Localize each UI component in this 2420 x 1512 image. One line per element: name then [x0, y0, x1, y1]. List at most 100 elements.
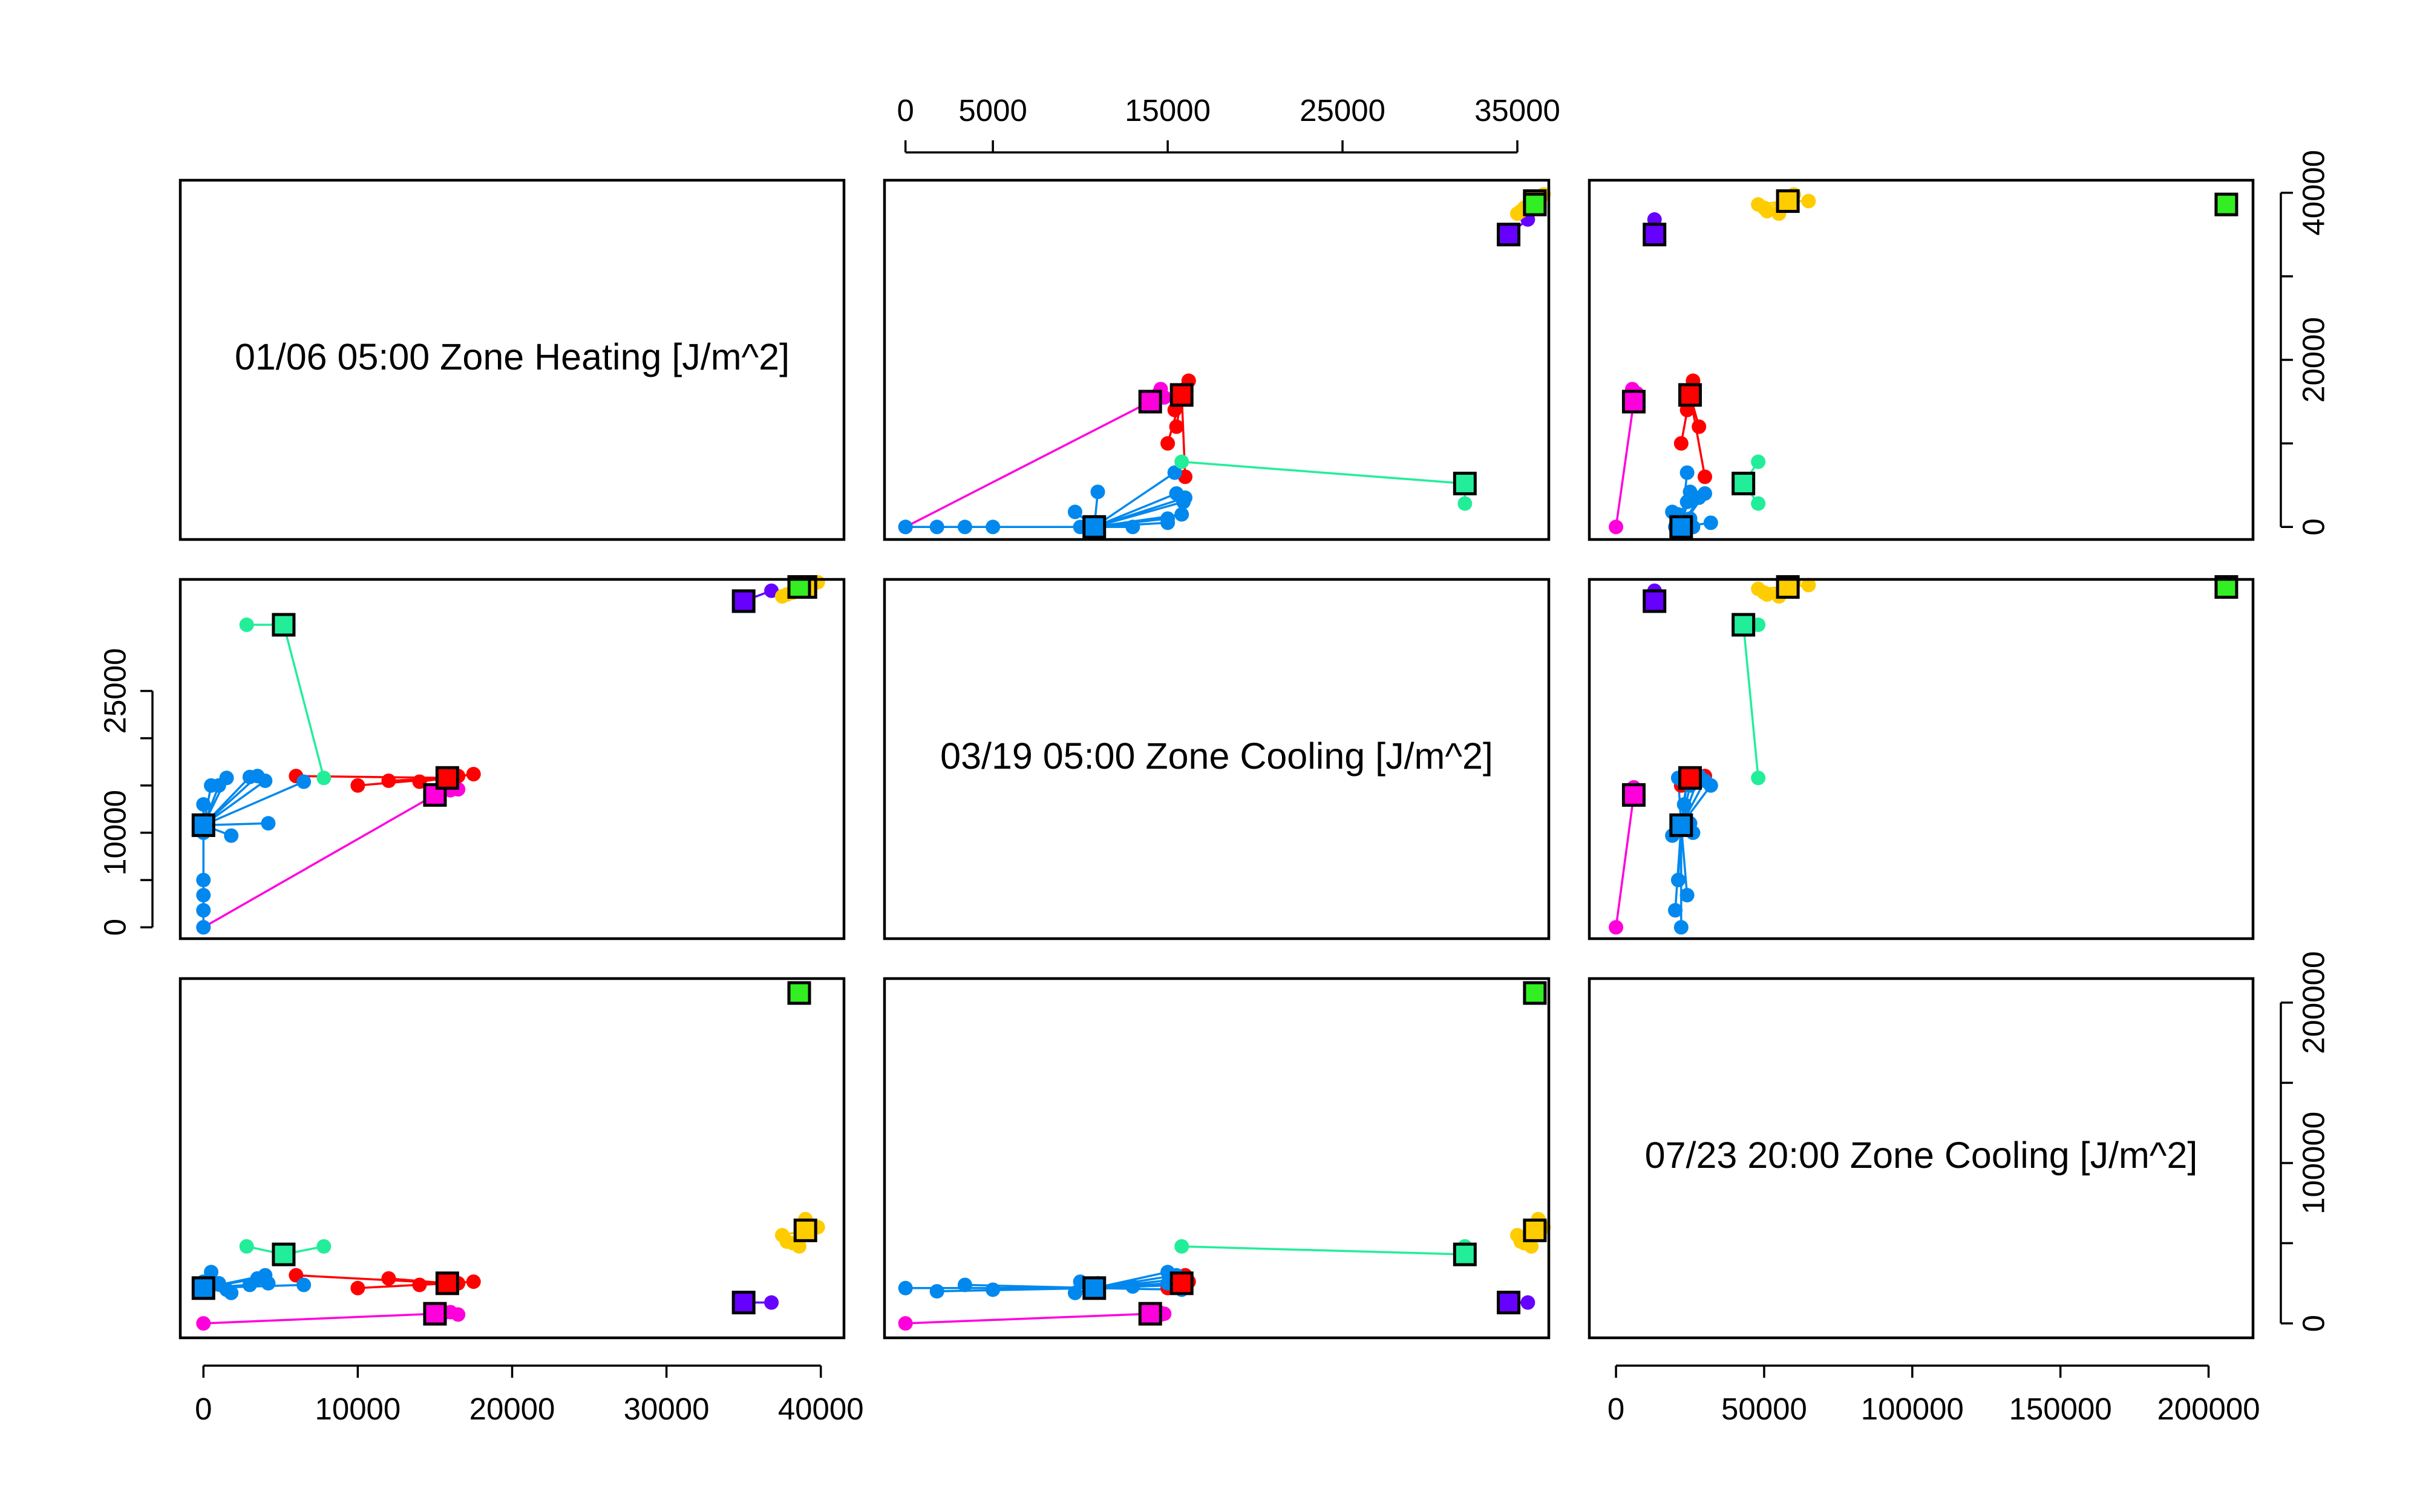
data-point-r2-c1-k2-p5: [1125, 1279, 1140, 1294]
left-y-mid-tick-label-0: 0: [97, 919, 132, 936]
cluster-center-r2-c1-k4: [1497, 1291, 1521, 1315]
data-point-r0-c2-k5-p3: [1801, 194, 1816, 209]
cluster-center-r0-c2-k6: [2214, 192, 2238, 217]
data-point-r1-c2-k0-p0: [1609, 920, 1624, 935]
cluster-center-layer: [191, 189, 2238, 1326]
connector-r2-c0-k0-p0: [203, 1312, 436, 1325]
data-point-r1-c0-k1-p2: [466, 767, 481, 782]
bottom-x-right-tick-label-1: 50000: [1721, 1392, 1807, 1426]
data-point-r0-c2-k3-p0: [1751, 454, 1766, 469]
right-y-top-tick-label-1: 20000: [2296, 317, 2330, 403]
data-point-r1-c0-k1-p4: [412, 774, 427, 789]
cluster-center-r1-c2-k3: [1732, 613, 1756, 637]
bottom-x-left-tick-label-3: 30000: [624, 1392, 710, 1426]
data-point-r2-c0-k5-p4: [792, 1239, 807, 1254]
right-y-top-tick-label-0: 0: [2296, 518, 2330, 535]
cluster-center-r2-c0-k1: [435, 1271, 459, 1295]
cluster-center-r2-c1-k3: [1453, 1242, 1477, 1266]
connector-r0-c2-k0-p0: [1615, 401, 1635, 527]
connector-r1-c2-k3-p0: [1742, 624, 1759, 778]
cluster-center-r0-c2-k2: [1669, 515, 1693, 539]
data-point-r1-c2-k5-p3: [1801, 578, 1816, 593]
data-point-r1-c0-k2-p0: [196, 920, 211, 935]
panel-frame-r1-c2: [1588, 578, 2255, 940]
right-y-top-tick-label-2: 40000: [2296, 150, 2330, 236]
data-point-r2-c0-k1-p1: [381, 1271, 396, 1286]
data-point-r2-c0-k1-p2: [466, 1274, 481, 1289]
data-point-r2-c1-k2-p0: [898, 1280, 913, 1295]
data-point-r0-c1-k1-p3: [1160, 436, 1176, 451]
cluster-center-r0-c2-k1: [1678, 383, 1702, 407]
panel-frame-r2-c2: [1588, 977, 2255, 1340]
data-point-r1-c0-k3-p1: [239, 618, 254, 633]
cluster-center-r2-c0-k5: [793, 1218, 817, 1242]
cluster-center-r2-c1-k0: [1138, 1302, 1162, 1326]
left-y-mid-tick-label-2: 25000: [97, 648, 132, 734]
cluster-center-r1-c2-k4: [1643, 589, 1667, 613]
data-point-r1-c2-k2-p14: [1703, 778, 1718, 793]
data-point-r2-c0-k0-p3: [451, 1307, 466, 1322]
data-point-r0-c1-k2-p10: [1167, 465, 1182, 480]
data-point-r2-c0-k2-p14: [204, 1265, 219, 1280]
cluster-center-r2-c0-k4: [731, 1291, 756, 1315]
data-point-r1-c0-k2-p2: [196, 888, 211, 903]
data-point-r2-c1-k4-p0: [1520, 1295, 1535, 1310]
cluster-center-r0-c2-k4: [1643, 223, 1667, 247]
top-x-tick-label-0: 0: [897, 93, 914, 128]
data-point-r0-c1-k1-p1: [1169, 419, 1184, 434]
data-point-r2-c0-k2-p12: [261, 1276, 276, 1291]
right-y-bottom-tick-label-2: 200000: [2296, 951, 2330, 1054]
data-point-r1-c2-k5-p5: [1759, 587, 1774, 602]
cluster-center-r1-c0-k4: [731, 589, 756, 613]
cluster-center-r1-c0-k0: [423, 783, 447, 807]
axes-layer: 0 5000 15000 25000 35000 0 10000 20000 30000 4000…: [97, 93, 2330, 1426]
data-point-r1-c0-k4-p0: [764, 583, 779, 598]
bottom-x-left-tick-label-2: 20000: [469, 1392, 555, 1426]
data-point-r2-c1-k2-p11: [1067, 1285, 1082, 1300]
cluster-center-r1-c2-k0: [1621, 783, 1646, 807]
data-point-r2-c0-k1-p3: [350, 1280, 365, 1295]
cluster-center-r1-c0-k2: [191, 813, 215, 837]
data-point-r1-c0-k2-p10: [296, 774, 312, 789]
variable-label-cooling-july: 07/23 20:00 Zone Cooling [J/m^2]: [1645, 1135, 2198, 1176]
cluster-center-r2-c1-k5: [1523, 1218, 1547, 1242]
top-x-tick-label-4: 35000: [1474, 93, 1560, 128]
connector-r1-c2-k0-p0: [1615, 795, 1635, 928]
left-y-mid-tick-label-1: 10000: [97, 790, 132, 876]
bottom-x-right-tick-label-3: 150000: [2009, 1392, 2112, 1426]
data-point-r0-c1-k2-p3: [986, 520, 1001, 535]
data-point-r0-c1-k2-p0: [898, 520, 913, 535]
cluster-center-r2-c1-k1: [1169, 1271, 1194, 1295]
data-point-r2-c1-k3-p0: [1174, 1239, 1189, 1254]
cluster-center-r0-c2-k5: [1776, 189, 1800, 213]
panel-frame-r0-c0: [178, 178, 846, 541]
cluster-center-r2-c0-k0: [423, 1302, 447, 1326]
data-point-r2-c0-k3-p0: [316, 1239, 332, 1254]
bottom-x-left-tick-label-1: 10000: [315, 1392, 401, 1426]
cluster-center-r0-c2-k0: [1621, 389, 1646, 414]
connector-r1-c0-k0-p0: [203, 793, 436, 928]
cluster-center-r2-c1-k6: [1523, 981, 1547, 1005]
data-point-r2-c1-k0-p0: [898, 1316, 913, 1331]
data-point-r0-c2-k1-p0: [1697, 469, 1712, 484]
data-point-r1-c0-k1-p1: [381, 773, 396, 788]
connector-r1-c0-k3-p0: [283, 624, 325, 778]
data-point-r2-c0-k3-p1: [239, 1239, 254, 1254]
data-point-r1-c2-k3-p0: [1751, 771, 1766, 786]
cluster-center-r1-c0-k3: [272, 613, 296, 637]
connector-r2-c1-k3-p0: [1182, 1245, 1465, 1256]
data-point-r0-c1-k2-p5: [1125, 520, 1140, 535]
data-point-r1-c0-k2-p7: [219, 771, 234, 786]
data-point-r1-c2-k2-p5: [1676, 797, 1692, 812]
data-point-r1-c0-k3-p0: [316, 771, 332, 786]
cluster-center-r1-c0-k1: [435, 766, 459, 790]
top-x-tick-label-3: 25000: [1300, 93, 1385, 128]
data-point-r0-c2-k3-p1: [1751, 496, 1766, 511]
right-y-bottom-tick-label-0: 0: [2296, 1315, 2330, 1332]
variable-label-heating: 01/06 05:00 Zone Heating [J/m^2]: [235, 336, 790, 377]
panel-frame-r1-c0: [178, 578, 846, 940]
connector-r2-c1-k0-p0: [905, 1312, 1151, 1325]
data-point-r1-c0-k1-p3: [350, 778, 365, 793]
panel-frame-r0-c2: [1588, 178, 2255, 541]
